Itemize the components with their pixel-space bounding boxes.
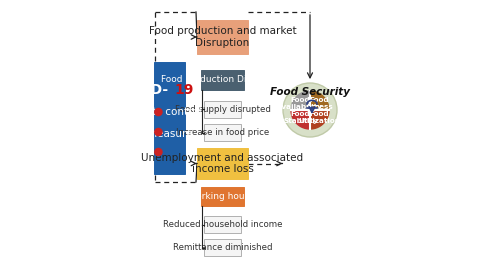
Text: Job /Working hours/ loss: Job /Working hours/ loss (168, 192, 276, 201)
Text: Food production Disruption: Food production Disruption (161, 76, 284, 85)
Polygon shape (291, 110, 310, 129)
Text: Food production and market
Disruption: Food production and market Disruption (148, 26, 296, 48)
FancyBboxPatch shape (204, 124, 242, 141)
Text: Food
Utilization: Food Utilization (298, 111, 341, 124)
Circle shape (155, 148, 162, 156)
FancyBboxPatch shape (204, 101, 242, 118)
Text: measure: measure (147, 129, 192, 139)
Text: Food supply disrupted: Food supply disrupted (175, 105, 271, 114)
Text: Remittance diminished: Remittance diminished (173, 243, 272, 252)
Polygon shape (291, 91, 310, 110)
Polygon shape (310, 110, 329, 129)
Circle shape (283, 83, 337, 137)
Text: Food Security: Food Security (270, 87, 350, 97)
FancyBboxPatch shape (154, 62, 185, 174)
Polygon shape (310, 91, 329, 110)
Text: COVID-: COVID- (114, 83, 168, 97)
FancyBboxPatch shape (197, 20, 248, 54)
Text: Food
Availability: Food Availability (278, 97, 324, 110)
FancyBboxPatch shape (201, 187, 244, 206)
Text: & its control: & its control (138, 107, 202, 117)
Text: Food
Access: Food Access (306, 97, 334, 110)
Circle shape (155, 129, 162, 136)
FancyBboxPatch shape (197, 148, 248, 179)
Text: 19: 19 (174, 83, 194, 97)
Text: Increase in food price: Increase in food price (176, 128, 270, 137)
Circle shape (155, 108, 162, 116)
Text: Reduced household income: Reduced household income (163, 220, 282, 229)
Text: Food
Stability: Food Stability (283, 111, 318, 124)
FancyBboxPatch shape (204, 216, 242, 233)
Text: Unemployment and associated
income loss: Unemployment and associated income loss (142, 153, 304, 174)
FancyBboxPatch shape (201, 70, 244, 90)
FancyBboxPatch shape (204, 239, 242, 256)
